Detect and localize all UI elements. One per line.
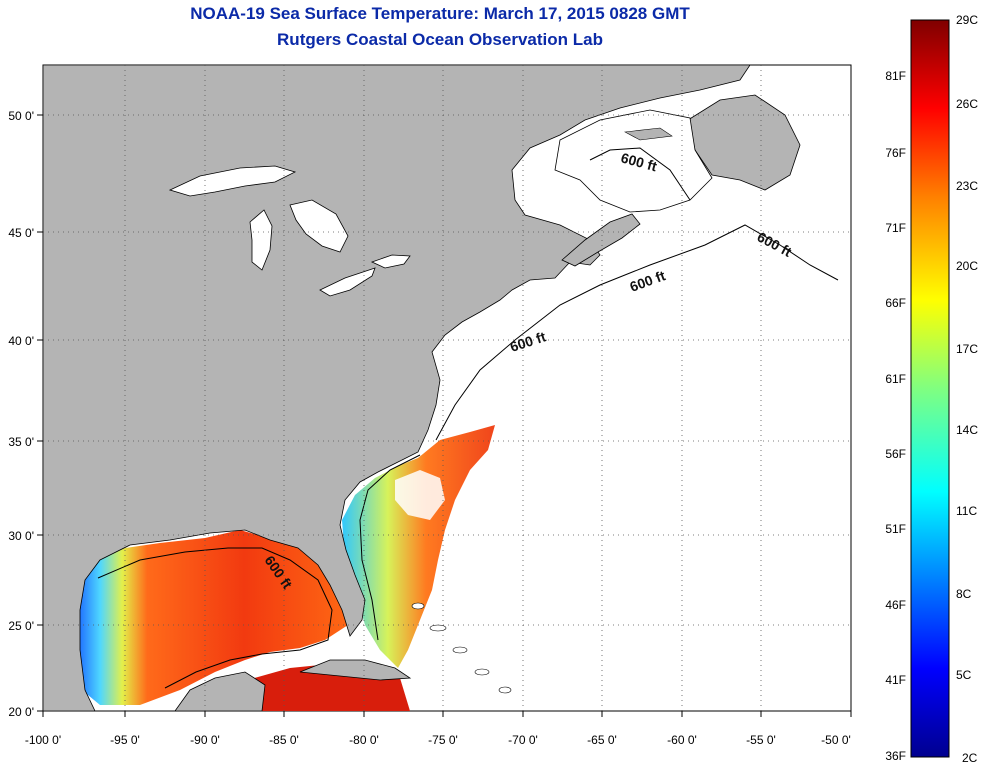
cb-fahrenheit-label: 41F xyxy=(885,673,906,687)
cb-fahrenheit-label: 36F xyxy=(885,749,906,763)
cb-celsius-label: 29C xyxy=(956,13,978,27)
map-subtitle: Rutgers Coastal Ocean Observation Lab xyxy=(277,30,603,49)
lat-tick-label: 40 0' xyxy=(8,334,34,348)
cb-fahrenheit-label: 46F xyxy=(885,598,906,612)
lon-tick-label: -50 0' xyxy=(821,733,851,747)
colorbar-fahrenheit-labels: 81F 76F 71F 66F 61F 56F 51F 46F 41F 36F xyxy=(885,69,906,763)
newfoundland-land xyxy=(687,94,801,191)
lon-tick-label: -75 0' xyxy=(428,733,458,747)
cb-fahrenheit-label: 76F xyxy=(885,146,906,160)
lon-tick-label: -80 0' xyxy=(349,733,379,747)
lon-tick-label: -100 0' xyxy=(25,733,61,747)
anticosti-island xyxy=(624,127,673,141)
lake-michigan xyxy=(249,209,273,271)
lat-tick-label: 20 0' xyxy=(8,705,34,719)
cb-fahrenheit-label: 56F xyxy=(885,447,906,461)
lon-tick-label: -85 0' xyxy=(269,733,299,747)
cb-fahrenheit-label: 61F xyxy=(885,372,906,386)
lat-tick-label: 35 0' xyxy=(8,435,34,449)
cb-celsius-label: 20C xyxy=(956,259,978,273)
cb-celsius-label: 11C xyxy=(956,504,977,518)
cb-celsius-label: 23C xyxy=(956,179,978,193)
cb-fahrenheit-label: 81F xyxy=(885,69,906,83)
lat-tick-label: 30 0' xyxy=(8,529,34,543)
lat-tick-label: 45 0' xyxy=(8,226,34,240)
colorbar-celsius-labels: 29C 26C 23C 20C 17C 14C 11C 8C 5C 2C xyxy=(956,13,978,765)
cb-celsius-label: 17C xyxy=(956,342,978,356)
lon-tick-label: -95 0' xyxy=(110,733,140,747)
lon-tick-label: -55 0' xyxy=(746,733,776,747)
lake-erie xyxy=(319,267,376,297)
lon-tick-label: -70 0' xyxy=(508,733,538,747)
yucatan-land xyxy=(174,671,266,711)
cb-celsius-label: 2C xyxy=(962,751,978,765)
cb-celsius-label: 5C xyxy=(956,668,972,682)
cloud-gap xyxy=(395,470,445,520)
map-title: NOAA-19 Sea Surface Temperature: March 1… xyxy=(190,4,690,23)
cuba-land xyxy=(299,659,412,681)
lake-ontario xyxy=(370,254,411,269)
lon-tick-label: -60 0' xyxy=(667,733,697,747)
frame-ticks xyxy=(37,114,852,717)
cb-celsius-label: 26C xyxy=(956,97,978,111)
lon-tick-label: -90 0' xyxy=(190,733,220,747)
lat-tick-label: 25 0' xyxy=(8,619,34,633)
lake-superior xyxy=(168,165,297,197)
cb-fahrenheit-label: 71F xyxy=(885,221,906,235)
cb-celsius-label: 8C xyxy=(956,587,972,601)
sst-atlantic-coast xyxy=(342,425,495,668)
lat-tick-label: 50 0' xyxy=(8,109,34,123)
nova-scotia-land xyxy=(561,213,641,267)
cb-celsius-label: 14C xyxy=(956,423,978,437)
sst-gulf-of-mexico xyxy=(78,530,355,705)
colorbar xyxy=(910,19,950,758)
bahamas-islands xyxy=(411,602,512,694)
cb-fahrenheit-label: 66F xyxy=(885,296,906,310)
cb-fahrenheit-label: 51F xyxy=(885,522,906,536)
lake-huron xyxy=(289,199,349,253)
depth-contours xyxy=(97,147,839,689)
lon-tick-label: -65 0' xyxy=(587,733,617,747)
